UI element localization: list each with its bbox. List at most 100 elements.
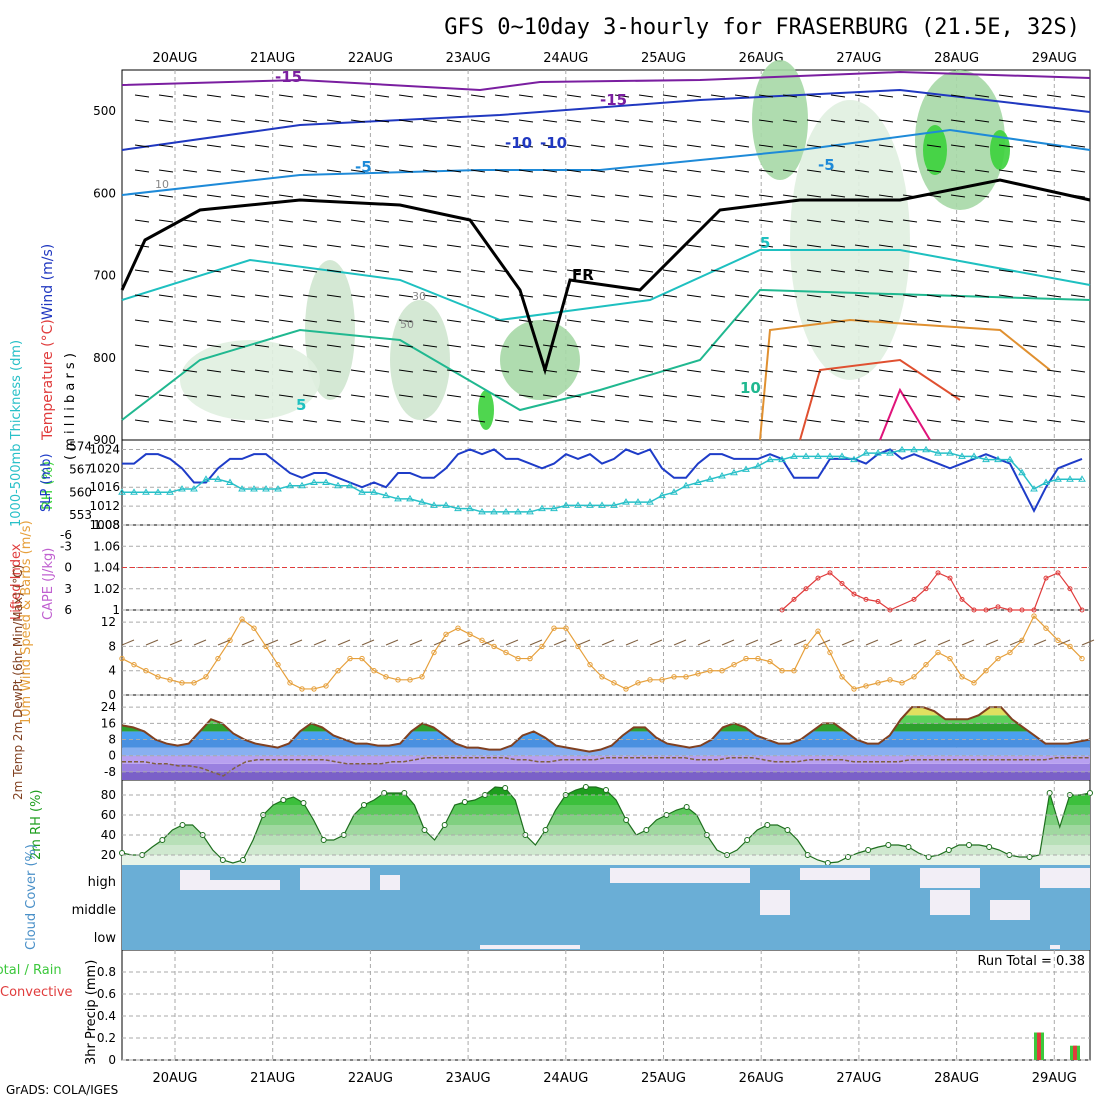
date-label-bottom: 26AUG	[739, 1071, 784, 1086]
temperature-label: -5	[355, 158, 372, 176]
wind-barb	[974, 394, 990, 398]
precip-ytick: 0.6	[97, 987, 116, 1001]
wind-barb	[494, 194, 510, 198]
wind-barb	[278, 194, 294, 198]
wind-barb-10m	[793, 639, 807, 646]
wind-barb	[926, 369, 942, 373]
temp-bands	[122, 707, 1090, 780]
wind-barb	[806, 369, 822, 373]
wind-barb	[638, 344, 654, 348]
rh-point	[461, 799, 468, 805]
wind-barb	[1022, 244, 1038, 248]
rh-point	[986, 844, 993, 850]
thickness-point	[202, 475, 210, 482]
wind-barb	[254, 394, 270, 398]
temp-ytick: 8	[108, 733, 116, 747]
wind-point	[335, 668, 341, 674]
wind-barb	[230, 219, 246, 223]
wind-barb	[326, 119, 342, 123]
rh-area	[180, 340, 320, 420]
thickness-point	[946, 449, 954, 456]
wind-barb	[278, 169, 294, 173]
ua-ytick: 900	[93, 433, 116, 447]
rh-point	[582, 784, 589, 790]
thickness-point	[574, 501, 582, 508]
precip-ytick: 0.8	[97, 965, 116, 979]
wind-barb	[878, 94, 894, 98]
wind-barb-10m	[529, 639, 543, 646]
wind-point	[671, 674, 677, 680]
wind-barb	[710, 394, 726, 398]
wind-barb-10m	[961, 639, 975, 646]
cape-point	[839, 580, 845, 586]
wind-barb	[326, 94, 342, 98]
wind-barb	[398, 419, 414, 423]
cape-point	[863, 596, 869, 602]
wind-barb	[158, 419, 174, 423]
wind-point	[911, 674, 917, 680]
wind-barb	[1046, 94, 1062, 98]
wind-barb	[518, 344, 534, 348]
wind-ytick: 4	[108, 664, 116, 678]
wind-barb	[902, 344, 918, 348]
rh-ytick: 20	[101, 848, 116, 862]
wind-barb	[350, 419, 366, 423]
wind-barb	[518, 169, 534, 173]
wind-point	[575, 643, 581, 650]
wind-barb	[326, 344, 342, 348]
wind-barb	[926, 94, 942, 98]
wind-barb	[158, 144, 174, 148]
wind-point	[815, 628, 821, 634]
wind-point	[779, 668, 785, 674]
wind-barb	[182, 194, 198, 198]
thickness-point	[226, 478, 234, 485]
wind-barb	[254, 194, 270, 198]
wind-barb	[518, 319, 534, 323]
wind-barb	[878, 219, 894, 223]
wind-barb	[134, 219, 150, 223]
wind-barb	[1070, 119, 1086, 123]
wind-barb	[1022, 344, 1038, 348]
wind-barb	[926, 119, 942, 123]
wind-barb-10m	[769, 639, 783, 646]
cloud-clear-area	[300, 868, 370, 890]
wind-barb	[830, 194, 846, 198]
wind-barb	[974, 119, 990, 123]
wind-barb	[302, 394, 318, 398]
rh-point	[905, 844, 912, 850]
thickness-point	[1006, 455, 1014, 463]
wind-barb	[1070, 144, 1086, 148]
wind-barb	[782, 344, 798, 348]
wind-point	[983, 668, 989, 674]
thickness-point	[994, 455, 1002, 463]
precip-ylabel-rain: Total / Rain	[0, 963, 62, 978]
wind-point	[119, 655, 125, 662]
wind-barb	[830, 294, 846, 298]
wind-barb	[614, 219, 630, 223]
rh-ytick: 40	[101, 828, 116, 842]
wind-barb	[398, 219, 414, 223]
wind-barb	[398, 119, 414, 123]
wind-barb	[446, 119, 462, 123]
wind-barb	[230, 369, 246, 373]
wind-barb	[422, 394, 438, 398]
wind-barb	[806, 269, 822, 273]
thickness-point	[814, 452, 822, 459]
wind-barb	[230, 394, 246, 398]
wind-barb	[494, 219, 510, 223]
wind-barb	[494, 244, 510, 248]
wind-barb	[350, 369, 366, 373]
wind-barb	[182, 169, 198, 173]
wind-barb	[638, 369, 654, 373]
wind-barb-10m	[409, 639, 423, 646]
wind-barb	[302, 419, 318, 423]
thickness-point	[322, 478, 330, 485]
wind-barb	[278, 394, 294, 398]
slp-ylabel: 1000-500mb Thickness (dm) SLP (mb)	[9, 340, 54, 527]
wind-barb	[926, 169, 942, 173]
wind-barb-10m	[505, 639, 519, 646]
thickness-point	[778, 455, 786, 463]
wind-barb	[830, 319, 846, 323]
wind-barb	[638, 194, 654, 198]
wind-barb	[926, 419, 942, 423]
